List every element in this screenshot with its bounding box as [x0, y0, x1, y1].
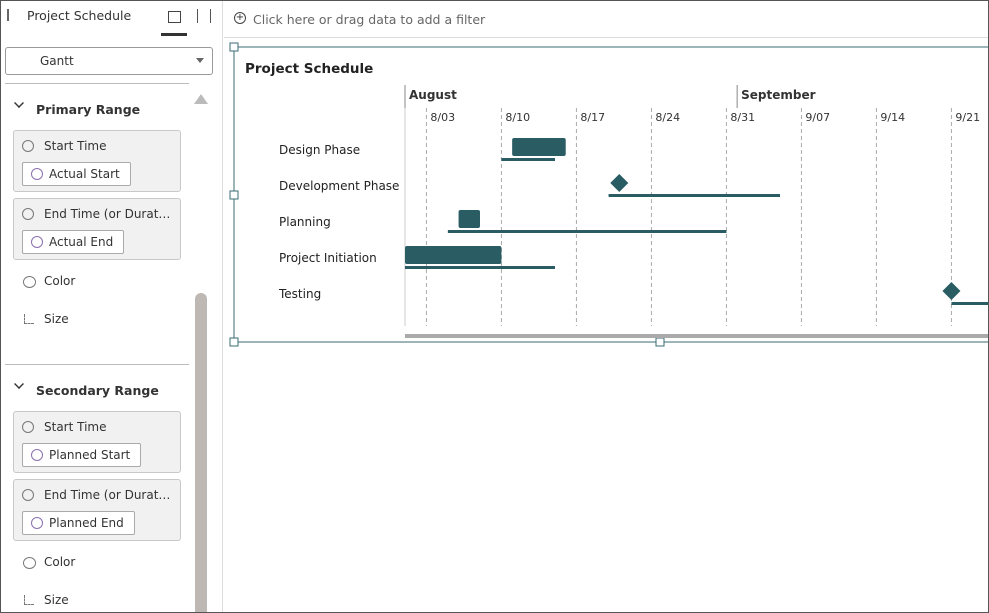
planned-bar [501, 158, 555, 161]
size-label[interactable]: Size [44, 593, 69, 607]
task-name: Project Initiation [279, 251, 377, 265]
week-label: 9/07 [805, 111, 830, 124]
scrollbar[interactable] [195, 293, 207, 612]
actual-bar [405, 246, 502, 264]
sidebar: Project Schedule Gantt Primary Range Sta… [1, 1, 223, 612]
collapse-icon[interactable] [14, 379, 24, 389]
task-name: Testing [278, 287, 321, 301]
field-name: Planned Start [49, 448, 131, 462]
h-scrollbar [405, 334, 988, 338]
chart-frame [233, 46, 988, 343]
month-label: August [409, 88, 457, 102]
field-pill[interactable]: Actual Start [22, 162, 131, 186]
card-label: End Time (or Durat… [44, 207, 171, 221]
clock-icon [22, 140, 34, 152]
filter-bar[interactable]: + Click here or drag data to add a filte… [224, 1, 988, 38]
actual-bar [512, 138, 566, 156]
planned-bar [951, 302, 988, 305]
chart-type-select[interactable]: Gantt [5, 47, 213, 75]
clock-icon [31, 449, 43, 461]
planned-bar [447, 230, 727, 233]
week-label: 9/21 [955, 111, 980, 124]
week-label: 9/14 [880, 111, 905, 124]
resize-handle [229, 190, 239, 200]
card-label: Start Time [44, 139, 107, 153]
properties-tab[interactable] [197, 9, 211, 23]
card-label: Start Time [44, 420, 107, 434]
field-pill[interactable]: Planned Start [22, 443, 142, 467]
section-title: Secondary Range [36, 383, 159, 398]
task-name: Development Phase [279, 179, 399, 193]
layout-tab[interactable] [168, 11, 181, 23]
size-icon [24, 314, 34, 324]
actual-bar [458, 210, 480, 228]
panel-icon [7, 9, 21, 21]
collapse-icon[interactable] [14, 98, 24, 108]
task-name: Design Phase [279, 143, 360, 157]
clock-icon [22, 208, 34, 220]
panel-title: Project Schedule [27, 8, 132, 23]
field-name: Actual End [49, 235, 114, 249]
week-label: 8/10 [505, 111, 530, 124]
tab-indicator [161, 33, 187, 36]
clock-icon [31, 517, 43, 529]
add-filter-icon: + [234, 12, 246, 24]
clock-icon [22, 489, 34, 501]
color-icon [23, 276, 36, 288]
end-card[interactable]: End Time (or Durat… Planned End [13, 479, 181, 541]
chart-title: Project Schedule [245, 61, 373, 77]
field-pill[interactable]: Actual End [22, 230, 125, 254]
color-label[interactable]: Color [44, 555, 76, 569]
color-label[interactable]: Color [44, 274, 76, 288]
field-pill[interactable]: Planned End [22, 511, 135, 535]
clock-icon [31, 168, 43, 180]
resize-handle [655, 337, 665, 347]
resize-handle [229, 42, 239, 52]
card-label: End Time (or Durat… [44, 488, 171, 502]
size-icon [24, 595, 34, 605]
clock-icon [31, 236, 43, 248]
week-label: 8/31 [730, 111, 755, 124]
field-name: Planned End [49, 516, 124, 530]
week-label: 8/24 [655, 111, 680, 124]
planned-bar [405, 266, 555, 269]
color-icon [23, 557, 36, 569]
planned-bar [608, 194, 780, 197]
divider [5, 364, 189, 365]
clock-icon [22, 421, 34, 433]
month-label: September [741, 88, 815, 102]
dropdown-arrow [196, 58, 204, 67]
size-label[interactable]: Size [44, 312, 69, 326]
chart-type: Gantt [40, 54, 74, 68]
divider [5, 83, 189, 84]
milestone [942, 282, 961, 300]
week-label: 8/03 [430, 111, 455, 124]
resize-handle [229, 337, 239, 347]
week-label: 8/17 [580, 111, 605, 124]
milestone [610, 174, 629, 192]
field-name: Actual Start [49, 167, 120, 181]
scroll-up[interactable] [194, 94, 208, 104]
filter-placeholder: Click here or drag data to add a filter [253, 12, 486, 27]
section-title: Primary Range [36, 102, 141, 117]
start-card[interactable]: Start Time Actual Start [13, 130, 181, 192]
start-card[interactable]: Start Time Planned Start [13, 411, 181, 473]
task-name: Planning [279, 215, 331, 229]
end-card[interactable]: End Time (or Durat… Actual End [13, 198, 181, 260]
